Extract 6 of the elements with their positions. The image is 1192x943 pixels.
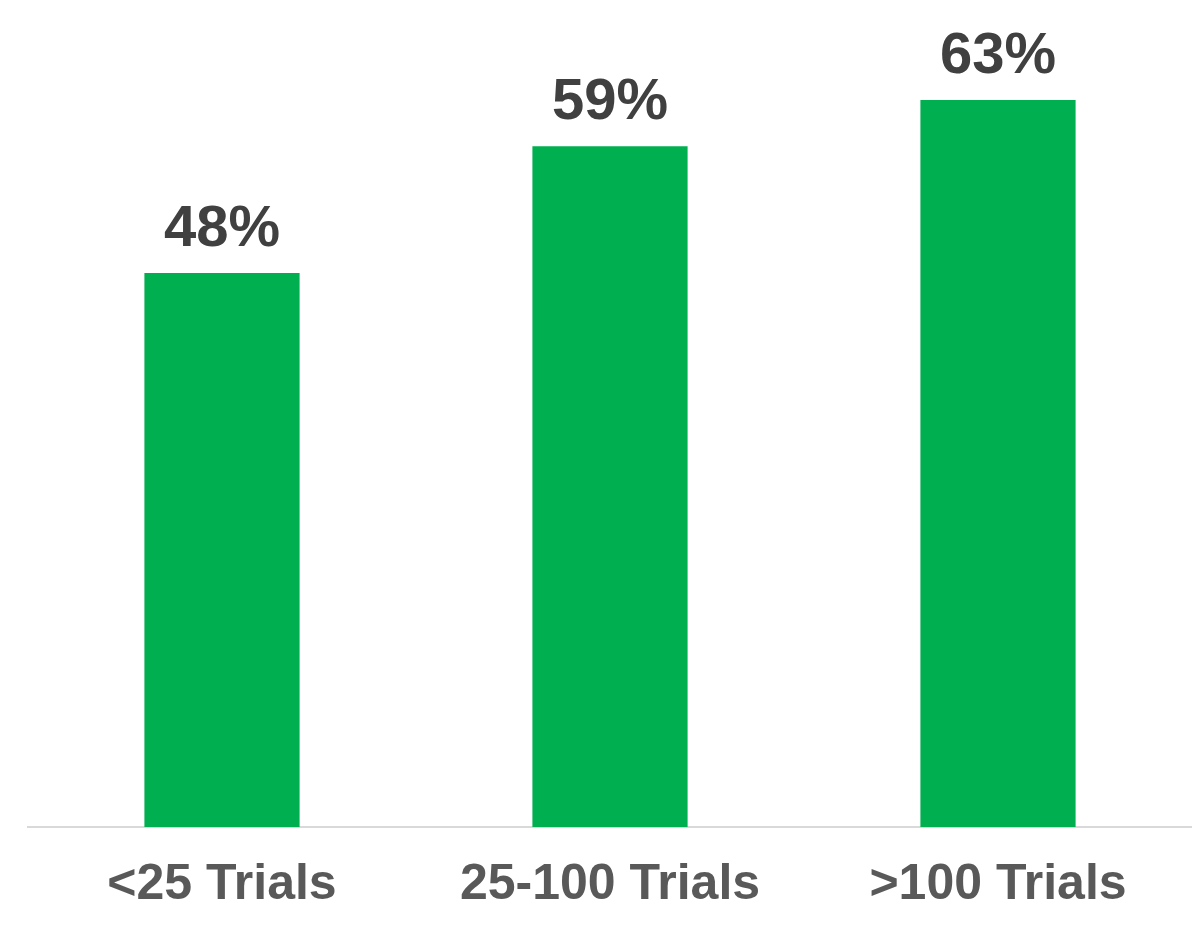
x-tick-label: <25 Trials xyxy=(107,853,337,910)
data-label: 59% xyxy=(551,66,669,132)
x-tick-label: >100 Trials xyxy=(869,853,1127,910)
data-label: 48% xyxy=(163,193,281,259)
data-label: 63% xyxy=(939,20,1057,85)
x-tick-label: 25-100 Trials xyxy=(459,853,761,910)
